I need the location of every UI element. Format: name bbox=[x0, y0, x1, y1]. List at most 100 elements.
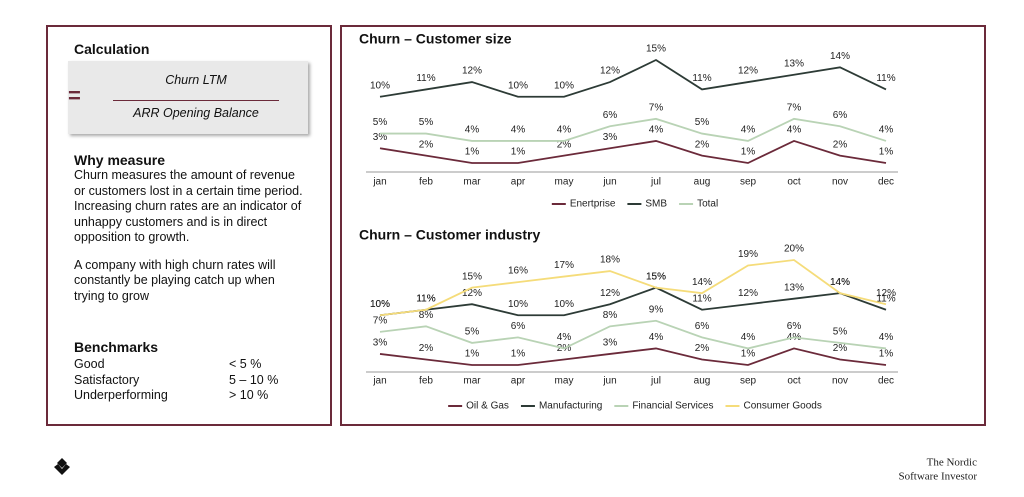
data-label: 17% bbox=[554, 260, 574, 271]
x-tick-label: jul bbox=[650, 376, 661, 387]
data-label: 5% bbox=[419, 117, 434, 128]
data-label: 16% bbox=[508, 266, 528, 277]
data-label: 14% bbox=[692, 277, 712, 288]
data-label: 12% bbox=[600, 66, 620, 77]
data-label: 3% bbox=[603, 338, 618, 349]
data-label: 9% bbox=[649, 304, 664, 315]
data-label: 2% bbox=[557, 139, 572, 150]
legend-label: Total bbox=[697, 199, 718, 210]
operator: = bbox=[68, 83, 81, 108]
benchmark-row: Underperforming > 10 % bbox=[74, 388, 319, 404]
data-label: 4% bbox=[557, 125, 572, 136]
info-panel: Calculation = Churn LTM ARR Opening Bala… bbox=[46, 25, 332, 426]
data-label: 6% bbox=[511, 321, 526, 332]
data-label: 4% bbox=[879, 125, 894, 136]
data-label: 11% bbox=[876, 73, 895, 84]
x-tick-label: feb bbox=[419, 177, 433, 188]
data-label: 1% bbox=[879, 147, 894, 158]
data-label: 4% bbox=[557, 332, 572, 343]
data-label: 4% bbox=[511, 125, 526, 136]
data-label: 12% bbox=[738, 288, 758, 299]
brand: The Nordic bbox=[927, 457, 978, 469]
data-label: 11% bbox=[692, 293, 711, 304]
chart-title: Churn – Customer industry bbox=[359, 227, 540, 243]
line bbox=[379, 58, 887, 98]
data-label: 11% bbox=[876, 293, 895, 304]
x-tick-label: oct bbox=[787, 376, 801, 387]
data-label: 11% bbox=[416, 73, 435, 84]
data-label: 2% bbox=[695, 139, 710, 150]
x-tick-label: oct bbox=[787, 177, 801, 188]
data-label: 12% bbox=[462, 288, 482, 299]
data-label: 10% bbox=[370, 299, 390, 310]
benchmark-label: Underperforming bbox=[74, 388, 168, 402]
numerator: Churn LTM bbox=[165, 73, 227, 87]
data-label: 15% bbox=[646, 44, 666, 55]
data-label: 13% bbox=[784, 58, 804, 69]
data-label: 4% bbox=[741, 332, 756, 343]
data-label: 6% bbox=[787, 321, 802, 332]
data-label: 8% bbox=[419, 310, 434, 321]
x-tick-label: dec bbox=[878, 177, 894, 188]
data-label: 11% bbox=[416, 293, 435, 304]
data-label: 15% bbox=[646, 271, 666, 282]
line bbox=[379, 286, 887, 317]
data-label: 5% bbox=[833, 327, 848, 338]
data-label: 4% bbox=[465, 125, 480, 136]
benchmark-value: > 10 % bbox=[229, 388, 269, 402]
calc-title: Calculation bbox=[74, 41, 150, 57]
data-label: 1% bbox=[511, 349, 526, 360]
data-label: 4% bbox=[879, 332, 894, 343]
paragraph: A company with high churn rates will con… bbox=[74, 257, 276, 303]
x-tick-label: may bbox=[555, 177, 574, 188]
data-label: 2% bbox=[695, 343, 710, 354]
data-label: 13% bbox=[784, 282, 804, 293]
line bbox=[379, 319, 887, 350]
benchmarks-table: Good < 5 % Satisfactory 5 – 10 % Underperfor… bbox=[74, 357, 319, 404]
benchmarks-title: Benchmarks bbox=[74, 339, 159, 355]
x-tick-label: jul bbox=[650, 177, 661, 188]
legend-label: Consumer Goods bbox=[743, 401, 821, 412]
x-tick-label: nov bbox=[832, 376, 848, 387]
x-tick-label: sep bbox=[740, 376, 757, 387]
data-label: 3% bbox=[603, 132, 618, 143]
data-label: 2% bbox=[833, 343, 848, 354]
benchmark-row: Satisfactory 5 – 10 % bbox=[74, 373, 319, 389]
paragraph: Churn measures the amount of revenue or … bbox=[74, 168, 303, 244]
data-label: 20% bbox=[784, 244, 804, 255]
data-label: 11% bbox=[416, 293, 435, 304]
x-tick-label: dec bbox=[878, 376, 894, 387]
x-tick-label: aug bbox=[694, 376, 711, 387]
data-label: 10% bbox=[370, 80, 390, 91]
data-label: 1% bbox=[511, 147, 526, 158]
data-label: 6% bbox=[833, 110, 848, 121]
data-label: 4% bbox=[649, 332, 664, 343]
benchmark-label: Good bbox=[74, 357, 105, 371]
data-label: 10% bbox=[554, 299, 574, 310]
benchmark-row: Good < 5 % bbox=[74, 357, 319, 373]
x-tick-label: jan bbox=[372, 376, 386, 387]
benchmark-value: 5 – 10 % bbox=[229, 372, 279, 387]
data-label: 14% bbox=[830, 277, 850, 288]
data-label: 19% bbox=[738, 249, 758, 260]
data-label: 1% bbox=[741, 147, 756, 158]
data-label: 1% bbox=[465, 147, 480, 158]
data-label: 6% bbox=[603, 110, 618, 121]
data-label: 12% bbox=[738, 66, 758, 77]
logo bbox=[54, 458, 70, 475]
benchmark-value: < 5 % bbox=[229, 357, 262, 371]
x-tick-label: jun bbox=[602, 376, 616, 387]
x-tick-label: feb bbox=[419, 376, 433, 387]
denominator: ARR Opening Balance bbox=[133, 106, 259, 120]
x-tick-label: nov bbox=[832, 177, 848, 188]
data-label: 6% bbox=[695, 321, 710, 332]
data-label: 4% bbox=[649, 125, 664, 136]
data-label: 2% bbox=[419, 343, 434, 354]
data-label: 14% bbox=[830, 277, 850, 288]
legend: Oil & Gas Manufacturing Financial Services… bbox=[448, 401, 822, 412]
data-label: 3% bbox=[373, 132, 388, 143]
line bbox=[379, 139, 887, 164]
fraction-line bbox=[113, 100, 279, 101]
